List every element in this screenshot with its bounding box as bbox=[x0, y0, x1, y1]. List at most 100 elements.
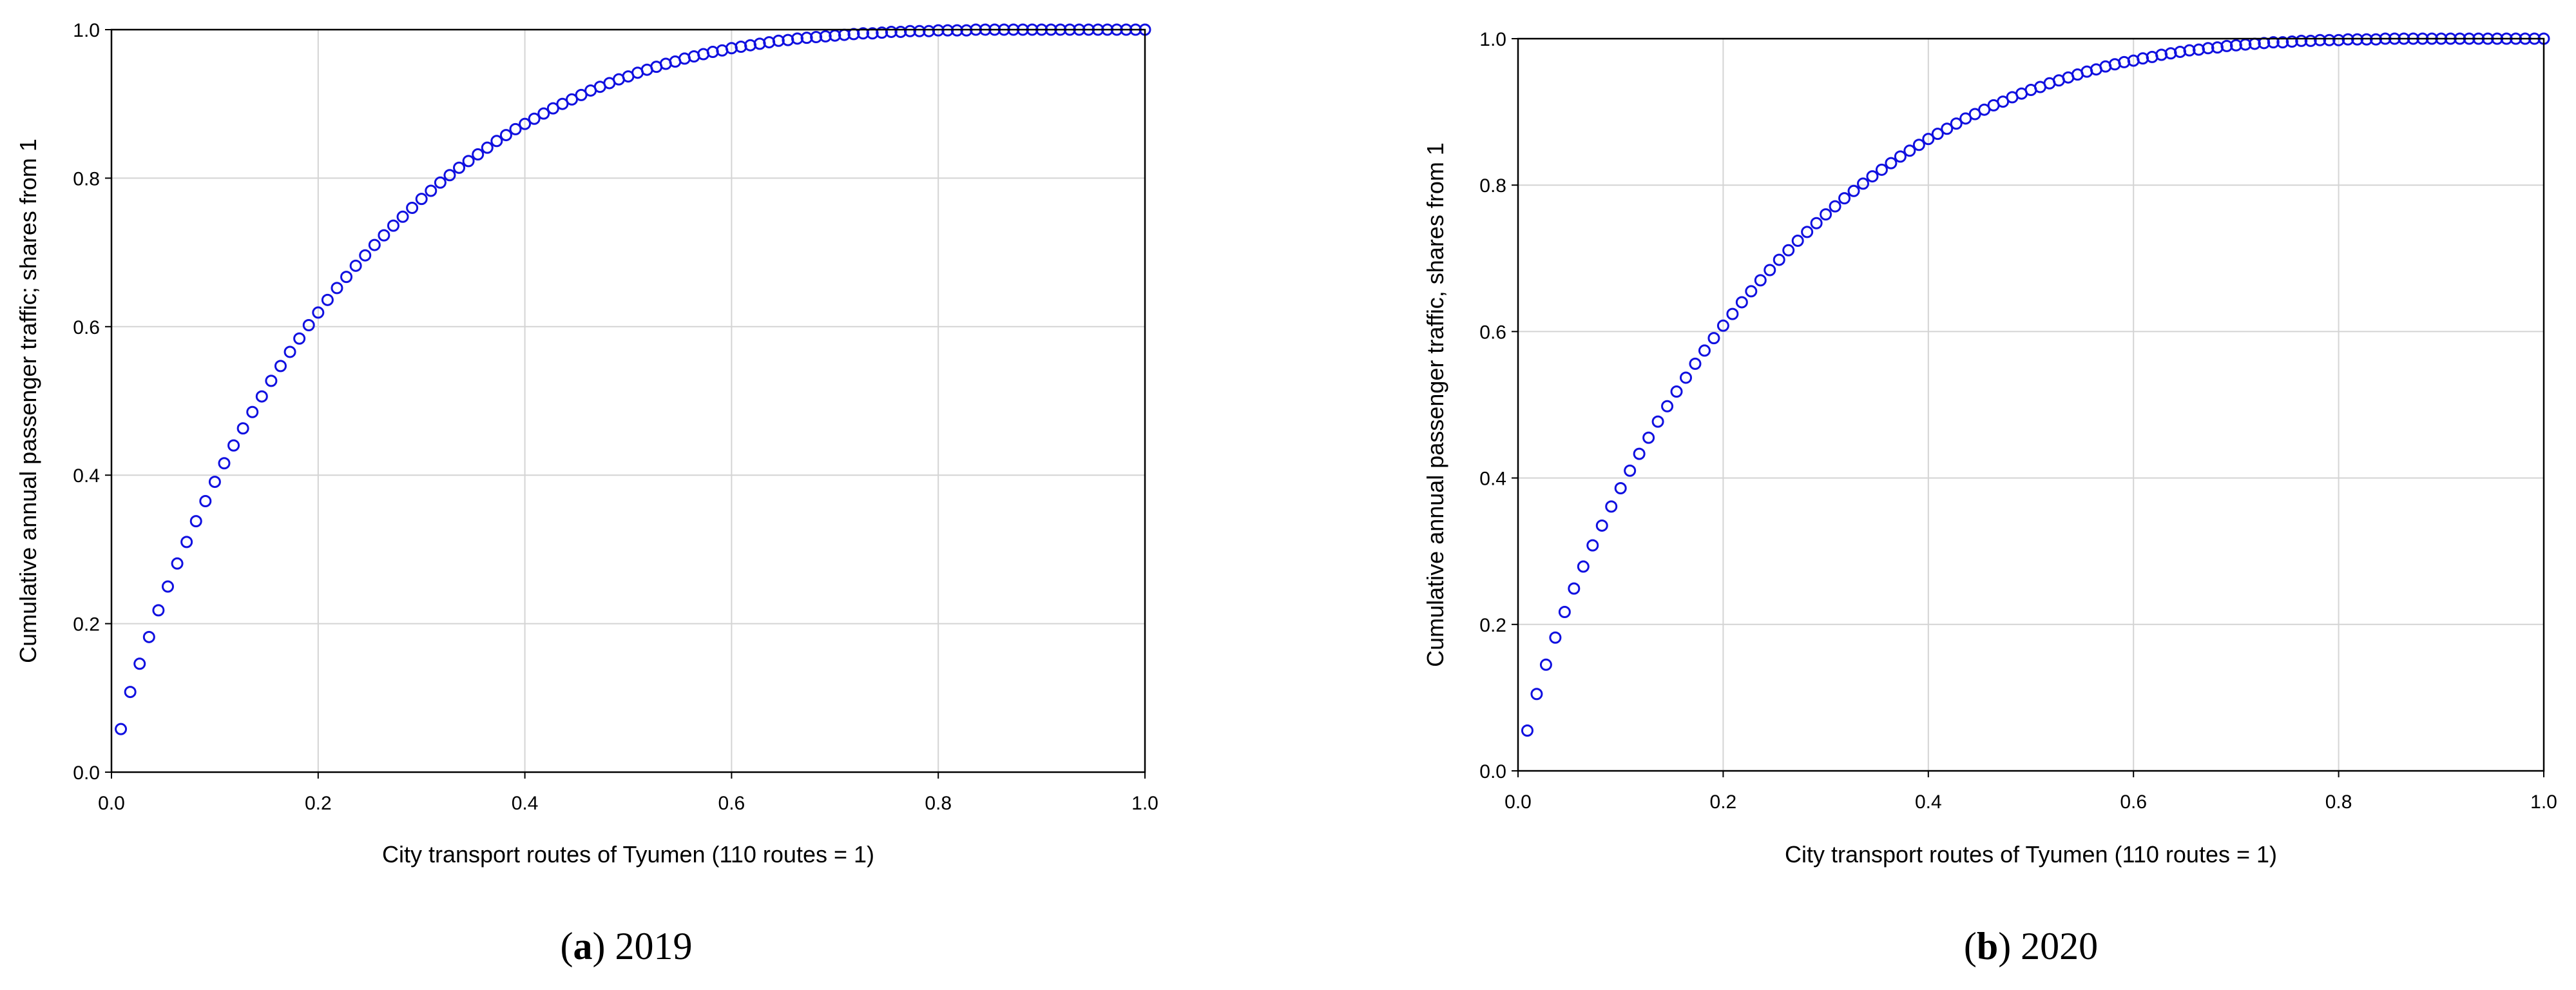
data-point bbox=[528, 112, 541, 125]
data-point bbox=[2323, 34, 2336, 46]
data-point bbox=[2267, 36, 2280, 49]
data-point bbox=[1903, 144, 1916, 157]
caption-year: 2020 bbox=[2021, 925, 2098, 967]
chart-panel-2020: 0.0 0.2 0.4 0.6 0.8 1.0 0.0 0.2 0.4 0.6 0.8 1.0 Ci… bbox=[1422, 29, 2557, 967]
data-point bbox=[1558, 605, 1571, 618]
data-point bbox=[302, 318, 315, 331]
data-point bbox=[1950, 117, 1963, 130]
data-point bbox=[1856, 177, 1869, 190]
caption-letter: b bbox=[1977, 925, 1998, 967]
y-tick-label: 0.8 bbox=[73, 168, 100, 189]
data-point bbox=[453, 161, 466, 174]
data-point bbox=[566, 93, 579, 106]
data-point bbox=[472, 148, 485, 161]
x-tick-labels: 0.0 0.2 0.4 0.6 0.8 1.0 bbox=[98, 772, 1158, 814]
data-point bbox=[462, 155, 475, 168]
grid-lines bbox=[111, 29, 1146, 773]
data-point bbox=[415, 193, 428, 206]
data-point bbox=[246, 405, 259, 418]
chart-panel-2019: 0.0 0.2 0.4 0.6 0.8 1.0 0.0 0.2 0.4 0.6 0.8 1.0 Ci… bbox=[15, 20, 1158, 967]
data-point bbox=[115, 723, 128, 735]
data-point bbox=[1549, 631, 1562, 644]
data-point bbox=[340, 271, 353, 284]
data-point bbox=[1875, 163, 1888, 176]
data-point bbox=[1782, 244, 1795, 257]
data-point bbox=[1539, 658, 1552, 671]
x-tick-label: 0.4 bbox=[512, 793, 539, 814]
data-point bbox=[199, 495, 212, 508]
data-point bbox=[490, 135, 503, 148]
data-point bbox=[1707, 332, 1720, 345]
y-tick-label: 0.4 bbox=[1479, 469, 1506, 490]
data-point bbox=[2295, 34, 2308, 47]
data-point bbox=[509, 122, 522, 135]
data-point bbox=[161, 580, 174, 593]
plot-frame bbox=[1517, 37, 2545, 772]
data-point bbox=[1624, 464, 1637, 477]
data-point bbox=[236, 422, 249, 435]
data-point bbox=[1716, 319, 1729, 332]
data-point bbox=[575, 88, 588, 101]
data-point bbox=[359, 249, 372, 262]
x-tick-label: 1.0 bbox=[1131, 793, 1158, 814]
caption-year: 2019 bbox=[615, 925, 692, 967]
data-point bbox=[1885, 157, 1898, 170]
data-point bbox=[1791, 235, 1804, 248]
y-tick-label: 0.6 bbox=[73, 317, 100, 338]
data-point bbox=[1521, 724, 1533, 737]
data-point bbox=[378, 229, 390, 242]
data-point bbox=[1745, 285, 1758, 298]
x-axis-title: City transport routes of Tyumen (110 rou… bbox=[1785, 841, 2277, 868]
data-point bbox=[1530, 688, 1543, 701]
data-point bbox=[142, 630, 155, 643]
data-point bbox=[1838, 192, 1851, 205]
y-tick-labels: 0.0 0.2 0.4 0.6 0.8 1.0 bbox=[73, 20, 111, 784]
data-point bbox=[434, 176, 447, 189]
y-tick-label: 0.2 bbox=[1479, 615, 1506, 636]
data-point bbox=[368, 238, 381, 251]
data-point bbox=[218, 457, 231, 470]
data-point bbox=[1595, 519, 1608, 532]
data-point bbox=[1847, 184, 1860, 197]
data-point bbox=[546, 102, 559, 115]
caption-letter: a bbox=[573, 925, 593, 967]
data-point bbox=[1680, 371, 1693, 384]
data-point bbox=[189, 515, 202, 528]
x-tick-label: 0.6 bbox=[718, 793, 745, 814]
data-point bbox=[1735, 296, 1748, 309]
data-point bbox=[537, 107, 550, 120]
y-tick-label: 0.0 bbox=[73, 762, 100, 784]
y-tick-label: 1.0 bbox=[73, 20, 100, 41]
data-point bbox=[255, 390, 268, 403]
data-point bbox=[1941, 122, 1954, 135]
x-tick-label: 0.4 bbox=[1915, 791, 1942, 813]
data-point bbox=[321, 293, 334, 306]
data-point bbox=[284, 345, 296, 358]
data-point bbox=[406, 201, 419, 214]
data-point bbox=[1577, 560, 1590, 573]
data-point bbox=[387, 219, 399, 232]
data-point bbox=[1586, 539, 1599, 552]
data-point bbox=[293, 332, 306, 345]
y-axis-title: Cumulative annual passenger traffic; sha… bbox=[15, 139, 41, 663]
x-tick-label: 0.8 bbox=[2325, 791, 2352, 813]
data-point bbox=[1764, 264, 1776, 277]
x-tick-label: 1.0 bbox=[2530, 791, 2557, 813]
data-point bbox=[208, 476, 221, 489]
data-point bbox=[227, 439, 240, 452]
data-point bbox=[133, 657, 146, 670]
x-axis-title: City transport routes of Tyumen (110 rou… bbox=[382, 841, 874, 868]
data-points bbox=[1521, 32, 2550, 737]
data-point bbox=[312, 306, 325, 319]
data-point bbox=[180, 536, 193, 548]
x-tick-label: 0.2 bbox=[305, 793, 332, 814]
panel-caption: (b) 2020 bbox=[1964, 925, 2098, 967]
data-point bbox=[1568, 582, 1581, 595]
x-tick-label: 0.0 bbox=[1504, 791, 1532, 813]
data-point bbox=[556, 97, 569, 110]
x-tick-label: 0.2 bbox=[1710, 791, 1737, 813]
data-point bbox=[349, 259, 362, 272]
data-point bbox=[1661, 400, 1674, 412]
y-tick-label: 0.8 bbox=[1479, 175, 1506, 197]
plot-frame bbox=[110, 28, 1146, 773]
